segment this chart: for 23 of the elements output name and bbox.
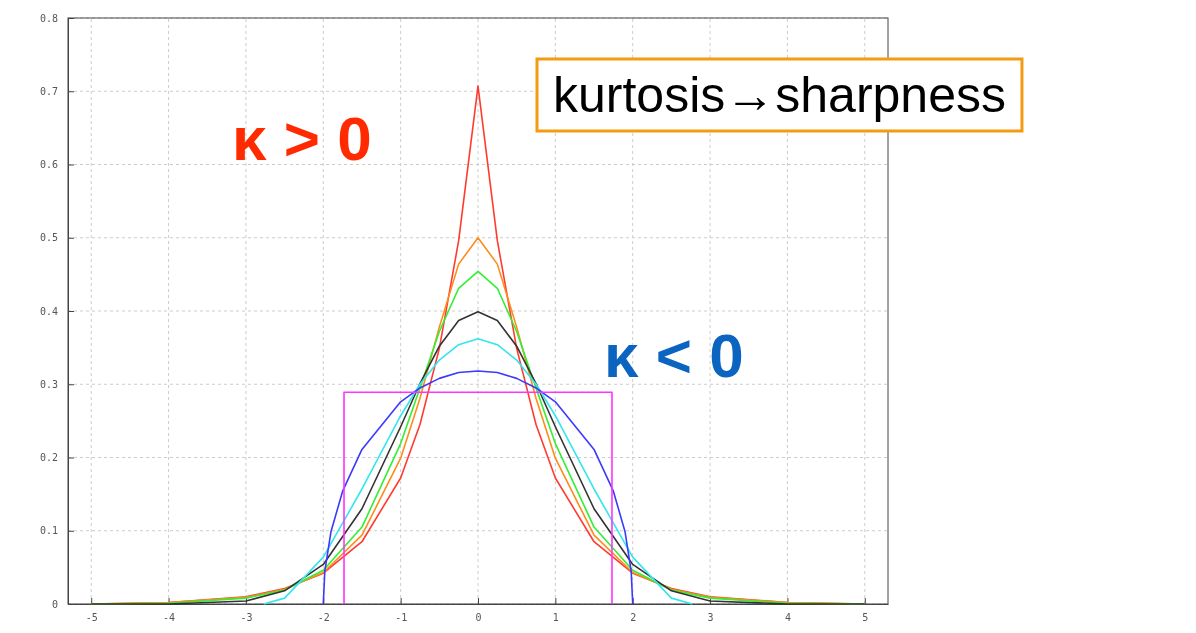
y-tick-label: 0.7: [39, 85, 58, 97]
x-tick-label: 2: [630, 612, 637, 624]
annotation: κ < 0: [604, 321, 744, 390]
x-tick-label: -2: [317, 612, 330, 624]
y-tick-label: 0.3: [39, 378, 58, 390]
y-tick-label: 0.1: [39, 525, 58, 537]
x-tick-label: -5: [85, 612, 98, 624]
x-tick-label: 4: [784, 612, 791, 624]
x-tick-label: 0: [475, 612, 482, 624]
y-tick-label: 0.4: [39, 305, 58, 317]
x-tick-label: -4: [163, 612, 176, 624]
y-tick-label: 0.6: [39, 159, 58, 171]
x-tick-label: -3: [240, 612, 253, 624]
x-tick-label: 1: [552, 612, 559, 624]
y-tick-label: 0: [51, 598, 58, 610]
x-tick-label: -1: [395, 612, 408, 624]
y-tick-label: 0.2: [39, 452, 58, 464]
y-tick-label: 0.5: [39, 232, 58, 244]
annotation: kurtosis→sharpness: [553, 67, 1006, 123]
annotation: κ > 0: [232, 104, 372, 173]
x-tick-label: 3: [707, 612, 714, 624]
x-tick-label: 5: [862, 612, 869, 624]
y-tick-label: 0.8: [39, 12, 58, 24]
